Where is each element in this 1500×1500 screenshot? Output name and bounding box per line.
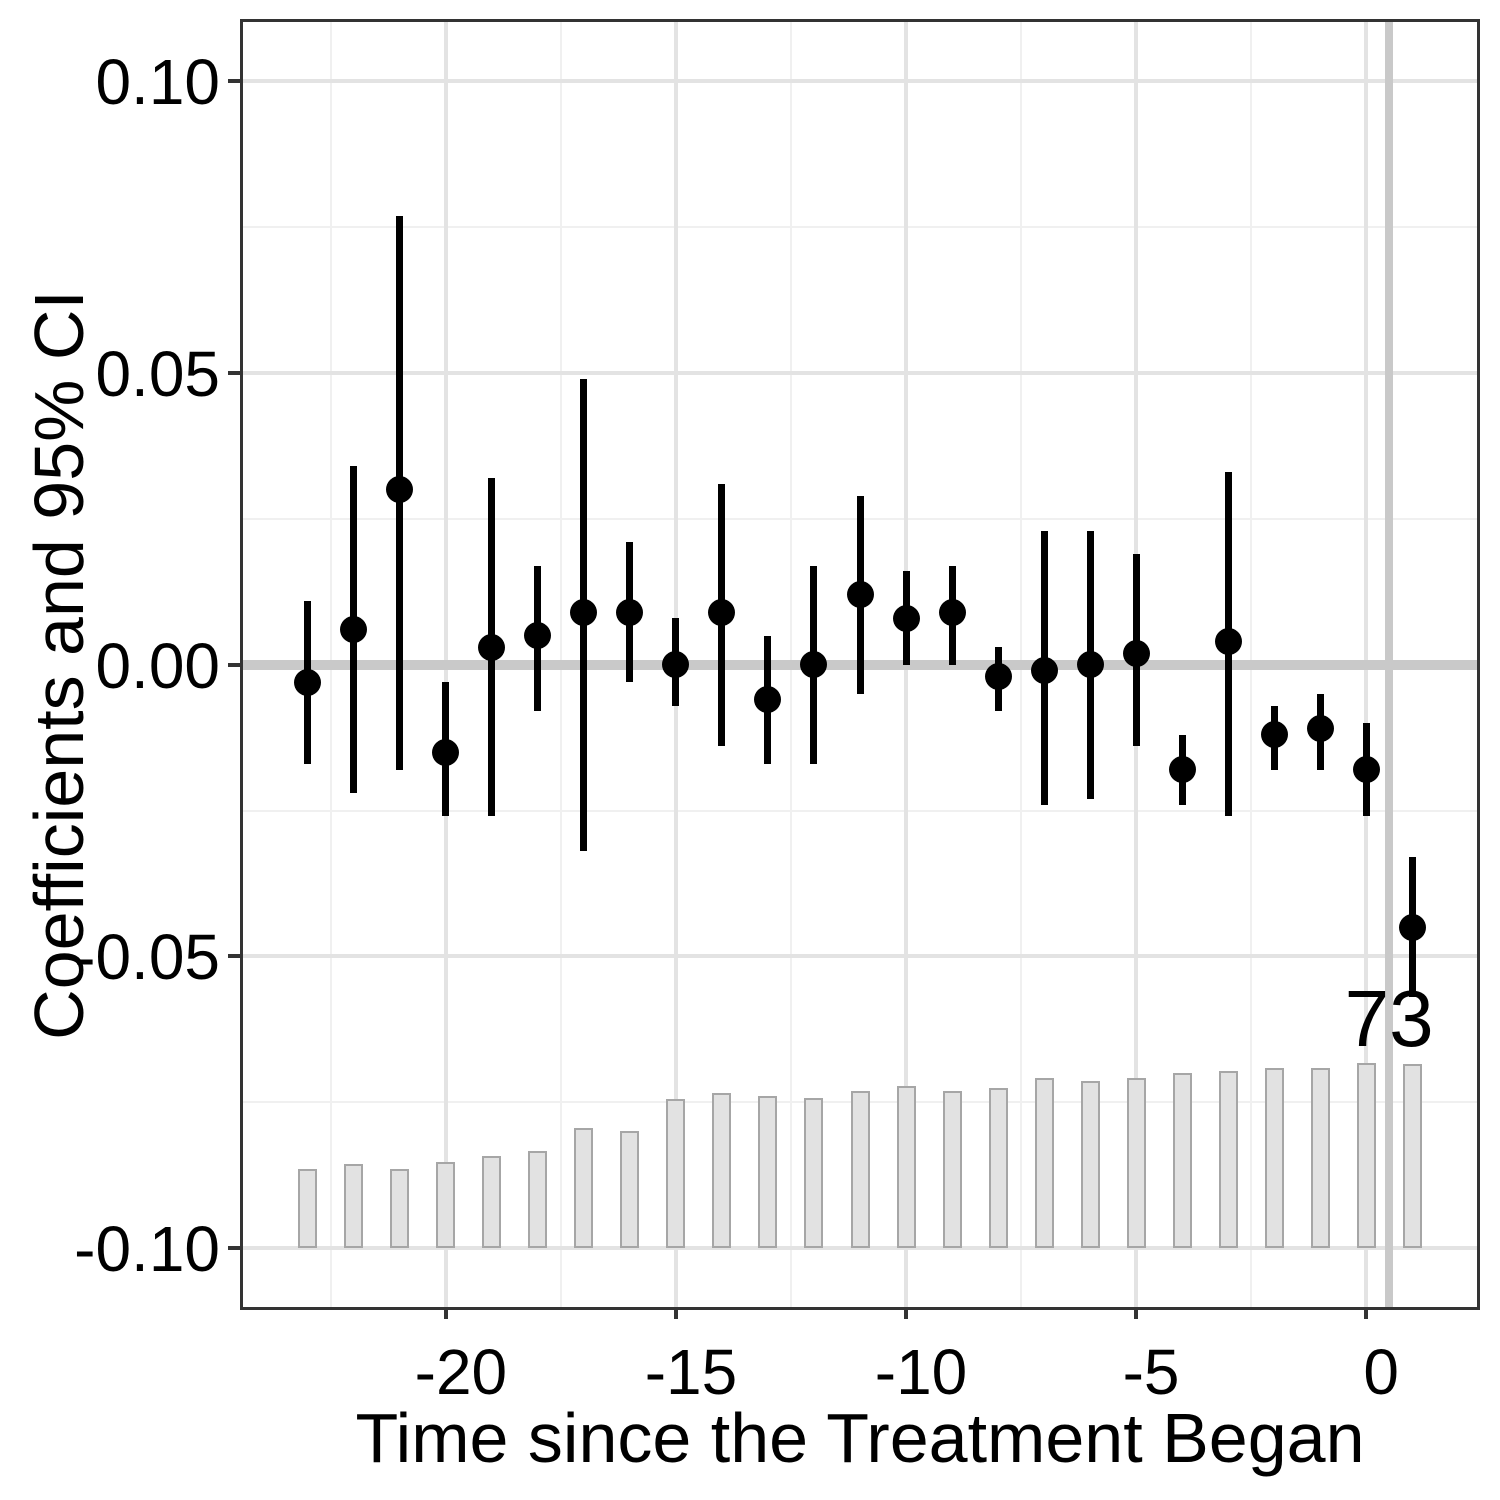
histogram-bar	[344, 1164, 364, 1249]
x-axis-title: Time since the Treatment Began	[355, 1399, 1365, 1477]
y-tick	[228, 371, 240, 376]
y-axis-title: Coefficients and 95% CI	[20, 289, 98, 1040]
x-tick-label: -10	[874, 1336, 968, 1408]
y-tick	[228, 79, 240, 84]
data-point	[1398, 913, 1426, 941]
y-tick-label: -0.05	[74, 921, 220, 994]
minor-gridline-y	[243, 809, 1477, 812]
histogram-bar	[1172, 1073, 1192, 1249]
histogram-bar	[574, 1127, 594, 1249]
x-tick	[1364, 1307, 1369, 1319]
y-tick-label: -0.10	[74, 1213, 220, 1286]
data-point	[1352, 756, 1380, 784]
x-tick-label: -15	[644, 1336, 738, 1408]
histogram-bar	[390, 1169, 410, 1249]
x-tick-label: 0	[1363, 1336, 1399, 1408]
data-point	[846, 581, 874, 609]
minor-gridline-y	[243, 226, 1477, 229]
major-gridline-y	[243, 371, 1477, 376]
histogram-bar	[1126, 1078, 1146, 1249]
histogram-bar	[1080, 1081, 1100, 1249]
data-point	[1076, 651, 1104, 679]
histogram-bar	[1310, 1068, 1330, 1249]
histogram-bar	[482, 1155, 502, 1249]
histogram-bar	[1356, 1063, 1376, 1249]
data-point	[1260, 721, 1288, 749]
data-point	[1306, 715, 1334, 743]
data-point	[938, 598, 966, 626]
histogram-bar	[850, 1090, 870, 1249]
x-tick	[443, 1307, 448, 1319]
data-point	[1214, 627, 1242, 655]
histogram-bar	[712, 1092, 732, 1249]
data-point	[754, 686, 782, 714]
data-point	[800, 651, 828, 679]
x-tick	[1134, 1307, 1139, 1319]
data-point	[662, 651, 690, 679]
histogram-bar	[1402, 1063, 1422, 1249]
data-point	[984, 662, 1012, 690]
y-tick	[228, 1246, 240, 1251]
plot-panel: 73	[243, 22, 1477, 1307]
y-tick	[228, 954, 240, 959]
major-gridline-y	[243, 1246, 1477, 1251]
data-point	[708, 598, 736, 626]
data-point	[386, 476, 414, 504]
data-point	[570, 598, 598, 626]
histogram-bar	[804, 1098, 824, 1249]
y-tick-label: 0.10	[95, 46, 220, 119]
data-point	[340, 616, 368, 644]
data-point	[478, 633, 506, 661]
histogram-bar	[620, 1131, 640, 1249]
x-tick-label: -20	[414, 1336, 508, 1408]
data-point	[1168, 756, 1196, 784]
histogram-bar	[1264, 1068, 1284, 1249]
data-point	[892, 604, 920, 632]
major-gridline-y	[243, 79, 1477, 84]
histogram-bar	[988, 1088, 1008, 1249]
x-tick	[673, 1307, 678, 1319]
x-tick	[904, 1307, 908, 1319]
histogram-bar	[528, 1151, 548, 1249]
data-point	[432, 738, 460, 766]
histogram-bar	[666, 1098, 686, 1249]
histogram-bar	[436, 1161, 456, 1249]
data-point	[1122, 639, 1150, 667]
histogram-bar	[896, 1085, 916, 1249]
histogram-bar	[1034, 1078, 1054, 1249]
data-point	[294, 668, 322, 696]
histogram-bar	[942, 1090, 962, 1249]
histogram-bar	[1218, 1070, 1238, 1249]
data-point	[524, 622, 552, 650]
count-annotation: 73	[1344, 973, 1434, 1063]
x-tick-label: -5	[1122, 1336, 1180, 1408]
histogram-bar	[758, 1095, 778, 1249]
y-tick-label: 0.00	[95, 629, 220, 702]
y-tick	[228, 662, 240, 667]
data-point	[616, 598, 644, 626]
data-point	[1030, 657, 1058, 685]
treatment-start-line	[1385, 22, 1394, 1307]
major-gridline-y	[243, 954, 1477, 959]
histogram-bar	[298, 1168, 318, 1249]
y-tick-label: 0.05	[95, 338, 220, 411]
